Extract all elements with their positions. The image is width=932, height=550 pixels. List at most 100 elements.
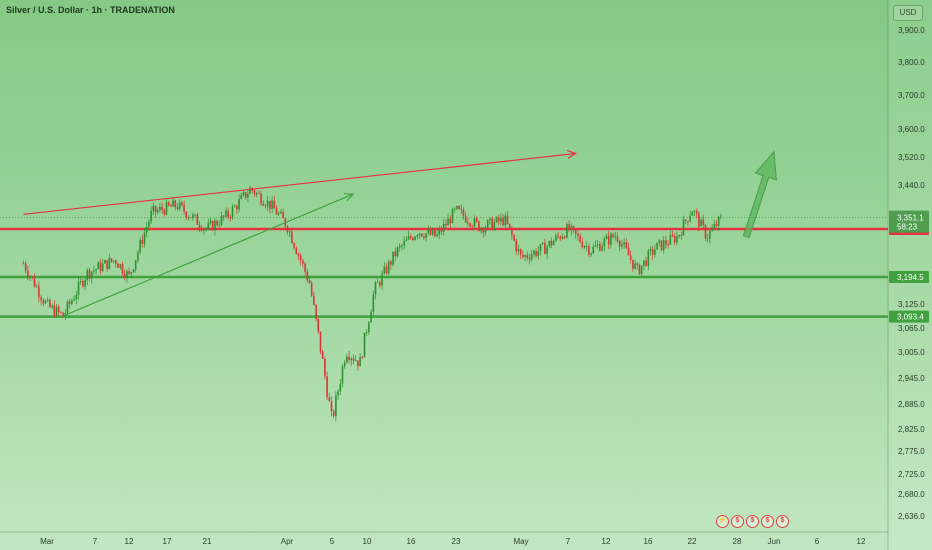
candle-body [559, 236, 562, 239]
candle-body [295, 247, 298, 254]
candle-body [216, 220, 218, 226]
earnings-icon[interactable]: $ [746, 515, 759, 528]
candle-body [148, 221, 150, 227]
candle-body [451, 209, 454, 224]
candle-body [277, 213, 280, 215]
y-tick-label: 3,440.0 [898, 181, 925, 190]
y-tick-label: 2,945.0 [898, 374, 925, 383]
candle-body [401, 245, 403, 247]
earnings-icon[interactable]: $ [776, 515, 789, 528]
candle-body [60, 311, 62, 313]
candle-body [53, 305, 56, 317]
x-tick-label: 28 [733, 537, 742, 546]
candle-body [654, 249, 656, 255]
candle-body [629, 255, 632, 260]
candle-body [145, 226, 148, 233]
candle-body [293, 243, 295, 248]
candle-body [493, 221, 496, 230]
candle-body [97, 262, 100, 270]
candle-body [174, 200, 177, 208]
candle-body [291, 231, 293, 244]
candle-body [665, 240, 667, 245]
candle-body [592, 246, 595, 254]
candle-body [86, 269, 89, 281]
candle-body [429, 229, 432, 235]
candle-body [101, 263, 104, 272]
candle-body [71, 300, 73, 304]
candle-body [374, 282, 377, 295]
candle-body [27, 270, 29, 277]
candle-body [720, 215, 722, 217]
candle-body [535, 250, 537, 256]
candle-body [640, 265, 643, 275]
candle-body [418, 233, 421, 236]
candle-body [152, 205, 155, 211]
x-tick-label: 22 [688, 537, 697, 546]
candle-body [172, 200, 174, 207]
candle-body [585, 246, 588, 247]
candle-body [453, 208, 456, 210]
candle-body [717, 216, 720, 226]
candle-body [570, 225, 573, 231]
lightning-icon[interactable]: ⚡ [716, 515, 729, 528]
candle-body [24, 263, 27, 271]
candle-body [460, 209, 463, 210]
candle-body [253, 190, 256, 195]
candle-body [306, 271, 309, 281]
candle-body [236, 206, 238, 210]
candle-body [662, 240, 665, 251]
candle-body [550, 240, 553, 246]
candle-body [35, 286, 38, 288]
candle-body [504, 215, 507, 226]
x-tick-label: 12 [602, 537, 611, 546]
currency-button[interactable]: USD [893, 5, 923, 21]
y-tick-label: 3,600.0 [898, 125, 925, 134]
x-tick-label: 7 [93, 537, 98, 546]
candle-body [618, 241, 621, 247]
candle-body [480, 228, 482, 231]
candle-body [159, 207, 161, 211]
candle-body [218, 224, 221, 226]
candle-body [192, 214, 194, 219]
candle-body [297, 253, 300, 256]
candle-body [469, 223, 471, 227]
support-price-tag-text: 3,093.4 [897, 313, 924, 322]
earnings-icon[interactable]: $ [761, 515, 774, 528]
candle-body [319, 331, 322, 352]
candle-body [403, 240, 405, 246]
candle-body [489, 218, 491, 221]
support-price-tag: 3,194.5 [889, 271, 929, 283]
candle-body [304, 263, 306, 272]
earnings-icon[interactable]: $ [731, 515, 744, 528]
candle-body [137, 252, 139, 261]
candle-body [240, 195, 243, 200]
candle-body [695, 211, 698, 214]
candle-body [379, 282, 381, 286]
candle-body [427, 229, 430, 234]
candle-body [62, 312, 64, 317]
candle-body [647, 250, 650, 266]
candle-body [139, 239, 141, 253]
candle-body [238, 199, 240, 210]
candle-body [557, 235, 559, 237]
candle-body [185, 211, 188, 218]
candle-body [601, 246, 603, 251]
candle-body [130, 272, 133, 274]
candle-body [588, 246, 590, 255]
candle-body [416, 235, 419, 237]
x-tick-label: 21 [203, 537, 212, 546]
candle-body [66, 301, 69, 313]
candle-body [46, 299, 49, 301]
candle-body [99, 262, 102, 272]
candle-body [396, 247, 399, 257]
candle-body [541, 242, 544, 245]
candle-body [231, 206, 234, 218]
support-price-tag-bg [889, 310, 929, 323]
candle-body [596, 244, 599, 246]
candle-body [667, 244, 669, 246]
candle-body [187, 217, 190, 219]
candle-body [381, 273, 383, 286]
current-price-tag: 3,351.158:23 [889, 210, 929, 233]
candle-body [515, 240, 518, 252]
